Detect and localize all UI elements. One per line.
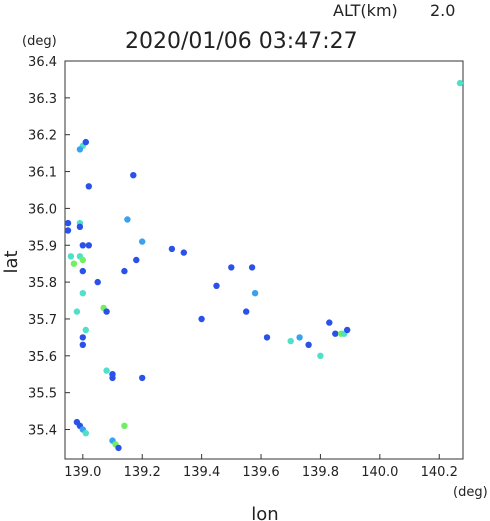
echo-point [109, 374, 116, 382]
y-tick-label: 36.3 [28, 92, 57, 107]
echo-point [79, 334, 87, 341]
echo-point [76, 223, 84, 230]
x-tick-label: 139.8 [302, 465, 339, 480]
y-tick-label: 35.8 [28, 276, 57, 291]
echo-point [263, 334, 271, 341]
echo-point [326, 319, 333, 326]
y-tick-label: 36.1 [28, 166, 57, 181]
echo-point [67, 253, 75, 260]
y-tick-label: 35.4 [28, 424, 57, 439]
echo-point [133, 256, 140, 264]
echo-point [198, 315, 205, 323]
echo-point [121, 267, 128, 275]
altitude-label: ALT(km) [333, 1, 398, 20]
echo-point [344, 326, 351, 334]
y-tick-label: 35.9 [28, 239, 57, 254]
echo-point [296, 334, 303, 341]
echo-point [94, 278, 101, 286]
y-axis-unit: (deg) [22, 34, 57, 49]
x-tick-label: 139.2 [124, 465, 161, 480]
x-tick-label: 140.0 [361, 465, 398, 480]
chart-title: 2020/01/06 03:47:27 [125, 29, 358, 54]
echo-point [64, 219, 72, 227]
x-tick-label: 140.2 [421, 465, 458, 480]
y-tick-label: 35.7 [28, 313, 57, 328]
echo-point [139, 238, 146, 245]
echo-point [103, 367, 110, 374]
echo-point [456, 79, 464, 87]
y-tick-label: 35.6 [28, 350, 57, 365]
echo-point [317, 352, 324, 359]
y-tick-label: 35.5 [28, 387, 57, 402]
echo-point [228, 264, 235, 271]
echo-point [70, 260, 78, 267]
echo-point [168, 245, 176, 253]
echo-point [85, 183, 93, 190]
y-tick-label: 36.0 [28, 202, 57, 217]
y-tick-label: 36.2 [28, 129, 57, 144]
y-tick-label: 36.4 [28, 55, 57, 70]
echo-point [82, 326, 90, 334]
echo-point [243, 308, 250, 315]
echo-point [79, 290, 87, 297]
echo-point [73, 308, 81, 315]
echo-point [305, 341, 312, 348]
x-tick-label: 139.6 [242, 465, 279, 480]
x-axis-label: lon [251, 504, 278, 521]
axis-ticks: 139.0 139.2 139.4 139.6 139.8 140.0 140.2 35.4 3… [28, 55, 458, 480]
altitude-value: 2.0 [430, 1, 455, 20]
echo-point [82, 430, 90, 437]
echo-point [79, 256, 87, 264]
echo-point [79, 267, 87, 275]
echo-point [130, 172, 137, 179]
x-tick-label: 139.4 [183, 465, 220, 480]
echo-point [103, 308, 110, 315]
echo-point [124, 216, 131, 223]
echo-point [64, 227, 72, 234]
echo-point [287, 337, 294, 345]
echo-point [115, 444, 122, 452]
x-axis-unit: (deg) [453, 485, 488, 500]
echo-point [213, 282, 220, 289]
plot-frame [64, 60, 464, 460]
x-tick-label: 139.0 [64, 465, 101, 480]
echo-point [251, 290, 259, 297]
echo-point [79, 341, 87, 348]
echo-point [248, 264, 256, 271]
echo-point [76, 146, 84, 153]
echo-point [332, 330, 339, 337]
echo-point [79, 242, 87, 249]
data-points [64, 79, 464, 452]
y-axis-label: lat [1, 250, 22, 273]
echo-point [85, 242, 93, 249]
echo-point [180, 249, 187, 256]
echo-point [82, 138, 90, 146]
echo-point [121, 422, 128, 429]
echo-point [139, 374, 146, 382]
